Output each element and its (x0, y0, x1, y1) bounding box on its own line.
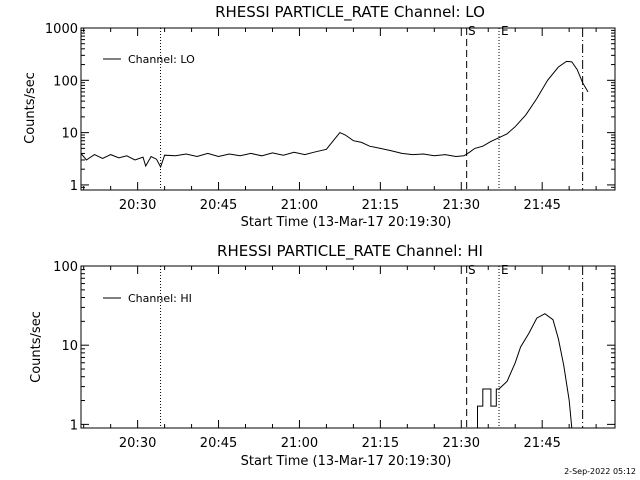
legend-lo-label: Channel: LO (128, 53, 195, 66)
lo-xtick-label: 20:30 (119, 198, 156, 213)
chart-lo-marker-lines (160, 28, 584, 190)
chart-hi-marker-lines (160, 266, 584, 428)
chart-hi-frame (80, 265, 616, 429)
chart-hi-xlabel: Start Time (13-Mar-17 20:19:30) (241, 454, 452, 469)
lo-series-line-0 (80, 60, 589, 169)
chart-hi-title: RHESSI PARTICLE_RATE Channel: HI (217, 242, 483, 261)
hi-ytick-label: 1 (70, 418, 78, 433)
hi-xtick-label: 21:30 (443, 436, 480, 451)
chart-lo: RHESSI PARTICLE_RATE Channel: LO S E 1 10… (23, 3, 616, 230)
marker-label-end: E (501, 24, 509, 38)
chart-hi-ylabel: Counts/sec (29, 311, 44, 383)
chart-lo-frame (80, 27, 616, 191)
chart-lo-title: RHESSI PARTICLE_RATE Channel: LO (215, 3, 485, 22)
marker-label-end-hi: E (501, 263, 509, 277)
lo-ytick-label: 1000 (45, 22, 78, 37)
hi-series-line-0 (477, 313, 573, 429)
marker-label-start: S (468, 24, 476, 38)
lo-xtick-label: 21:15 (362, 198, 399, 213)
chart-lo-xticks: 20:30 20:45 21:00 21:15 21:30 21:45 (83, 28, 597, 213)
marker-label-start-hi: S (468, 263, 476, 277)
lo-ytick-label: 10 (61, 127, 78, 142)
chart-lo-series (80, 60, 589, 169)
chart-lo-xlabel: Start Time (13-Mar-17 20:19:30) (241, 215, 452, 230)
hi-xtick-label: 20:30 (119, 436, 156, 451)
chart-hi-series (477, 313, 573, 429)
hi-xtick-label: 20:45 (200, 436, 237, 451)
lo-ytick-label: 1 (70, 179, 78, 194)
lo-xtick-label: 21:00 (281, 198, 318, 213)
generation-timestamp: 2-Sep-2022 05:12 (564, 467, 636, 476)
chart-hi-xticks: 20:30 20:45 21:00 21:15 21:30 21:45 (83, 266, 597, 451)
chart-hi: RHESSI PARTICLE_RATE Channel: HI S E 1 10… (29, 242, 616, 469)
lo-xtick-label: 21:30 (443, 198, 480, 213)
hi-ytick-label: 100 (53, 260, 78, 275)
hi-ytick-label: 10 (61, 339, 78, 354)
lo-xtick-label: 20:45 (200, 198, 237, 213)
hi-xtick-label: 21:15 (362, 436, 399, 451)
chart-lo-ylabel: Counts/sec (23, 72, 38, 144)
hi-xtick-label: 21:45 (523, 436, 560, 451)
lo-xtick-label: 21:45 (523, 198, 560, 213)
legend-hi-label: Channel: HI (128, 292, 192, 305)
hi-xtick-label: 21:00 (281, 436, 318, 451)
chart-hi-yticks: 1 10 100 (53, 260, 615, 433)
chart-lo-yticks: 1 10 100 1000 (45, 22, 615, 194)
lo-ytick-label: 100 (53, 74, 78, 89)
